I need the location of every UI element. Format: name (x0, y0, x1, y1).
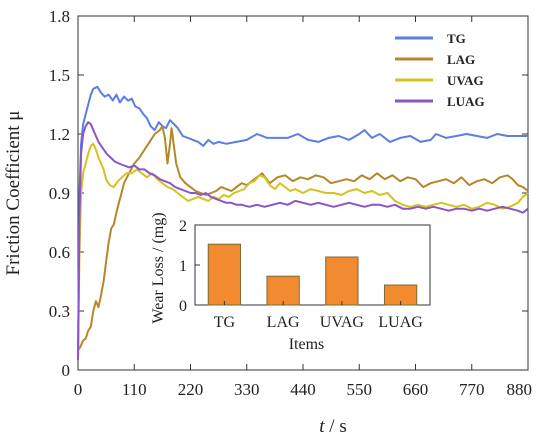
legend-label-uvag: UVAG (447, 73, 484, 88)
x-tick-label: 440 (290, 380, 316, 399)
series-line-lag (77, 125, 529, 351)
legend: TG LAG UVAG LUAG (395, 31, 485, 109)
y-tick-label: 1.5 (49, 66, 70, 85)
series-line-luag (77, 121, 529, 361)
inset-y-tick-label: 2 (179, 218, 187, 235)
y-tick-label: 1.8 (49, 7, 70, 26)
y-axis-label: Friction Coefficient μ (3, 111, 24, 276)
inset-bar-uvag (325, 256, 359, 306)
x-axis-label-var: t (319, 416, 325, 437)
x-tick-label: 220 (178, 380, 204, 399)
legend-label-luag: LUAG (447, 94, 485, 109)
main-plot-area: 0 110 220 330 440 550 660 770 880 0 0.3 0.6 0.9 1.2 1.… (3, 7, 532, 437)
inset-x-tick-label: UVAG (320, 314, 365, 331)
x-tick-label: 110 (122, 380, 147, 399)
inset-x-tick-label: TG (214, 314, 236, 331)
y-tick-label: 0 (62, 361, 71, 380)
legend-label-tg: TG (447, 31, 466, 46)
inset-bar-tg (207, 243, 242, 306)
x-tick-label: 660 (403, 380, 429, 399)
inset-x-tick-label: LAG (267, 314, 300, 331)
inset-x-tick-label: LUAG (378, 314, 423, 331)
x-tick-label: 330 (234, 380, 260, 399)
x-tick-label: 770 (459, 380, 485, 399)
inset-x-axis-label: Items (289, 336, 325, 353)
inset-y-axis-label: Wear Loss / (mg) (150, 212, 167, 323)
legend-label-lag: LAG (447, 52, 475, 67)
y-tick-label: 0.3 (49, 302, 70, 321)
y-tick-label: 0.6 (49, 243, 70, 262)
inset-wear-loss-chart: TG LAG UVAG LUAG 0 1 2 Wear Loss / (mg) Items (150, 212, 448, 360)
x-tick-label: 550 (347, 380, 373, 399)
inset-y-tick-label: 1 (179, 258, 187, 275)
x-tick-label: 0 (74, 380, 83, 399)
x-axis-label: t / s (319, 416, 346, 437)
inset-y-tick-label: 0 (179, 298, 187, 315)
x-axis-label-unit: / s (325, 416, 347, 437)
y-tick-label: 1.2 (49, 125, 70, 144)
series-line-tg (77, 85, 528, 361)
inset-bar-lag (266, 275, 300, 306)
series-line-uvag (77, 142, 529, 361)
y-tick-label: 0.9 (49, 184, 70, 203)
x-tick-label: 880 (507, 380, 533, 399)
